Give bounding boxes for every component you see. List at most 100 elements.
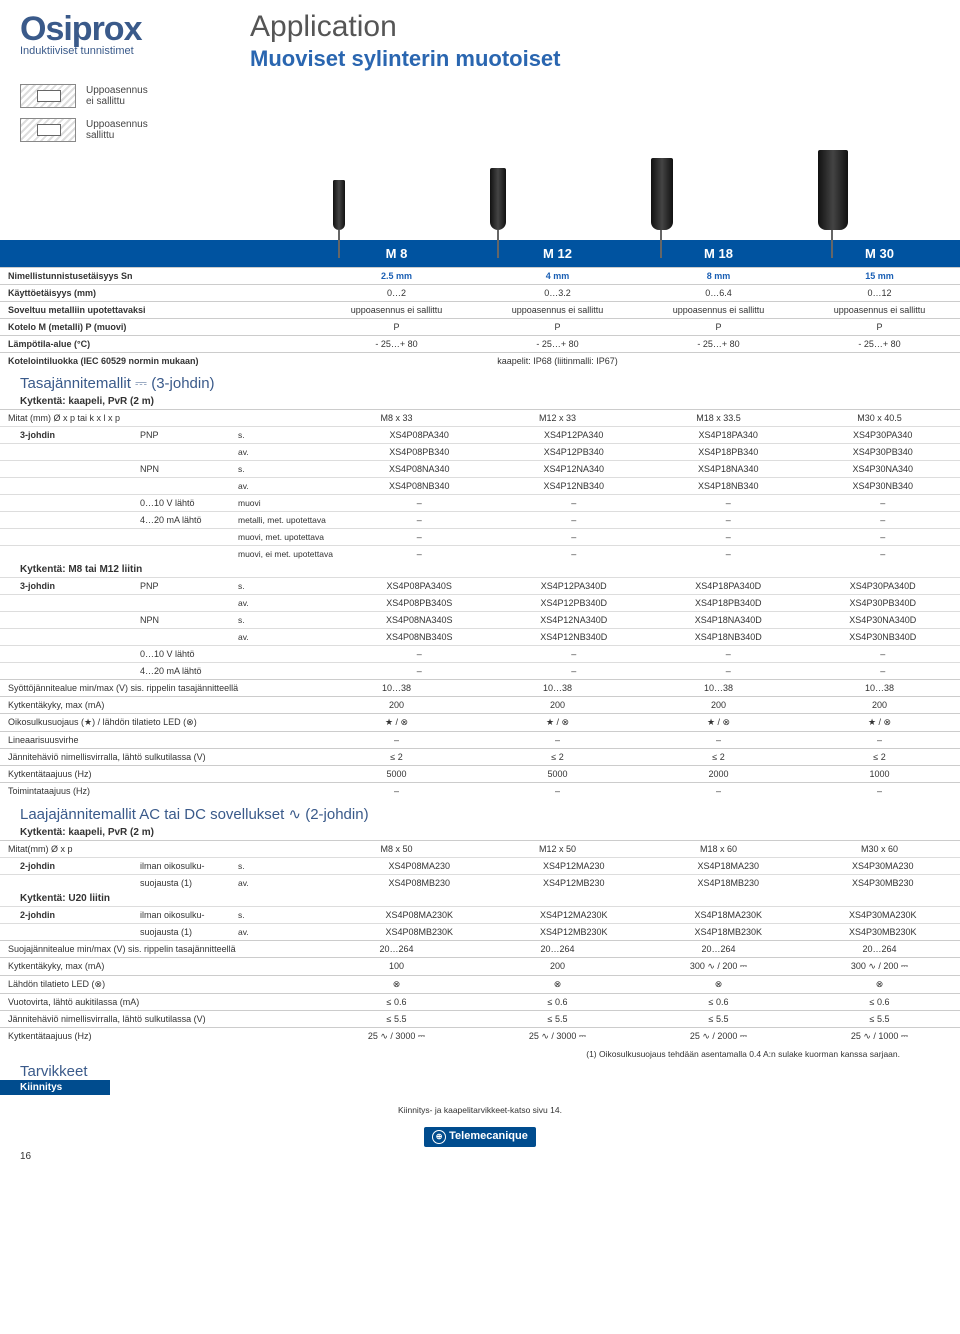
value-cell: XS4P12MA230K xyxy=(497,907,652,923)
value-cell: XS4P30MA230K xyxy=(806,907,960,923)
table-row: suojausta (1)av.XS4P08MB230KXS4P12MB230K… xyxy=(0,923,960,940)
footer-bar: ⊕Telemecanique xyxy=(0,1127,960,1147)
spec-cell: 8 mm xyxy=(638,268,799,284)
spec-cell: uppoasennus ei sallittu xyxy=(477,302,638,318)
param-cell: 20…264 xyxy=(799,941,960,957)
table-row: 2-johdinilman oikosulku-s.XS4P08MA230KXS… xyxy=(0,906,960,923)
value-cell: XS4P12PB340 xyxy=(497,444,652,460)
spec-cell: 2.5 mm xyxy=(316,268,477,284)
dims-cell: M18 x 33.5 xyxy=(638,410,799,426)
param-cell: 200 xyxy=(799,697,960,713)
param-cell: ≤ 2 xyxy=(638,749,799,765)
section2-title: Laajajännitemallit AC tai DC sovellukset… xyxy=(0,799,960,825)
install-label-2: Uppoasennus sallittu xyxy=(86,119,148,141)
param-cell: ⊗ xyxy=(477,976,638,993)
value-cell: XS4P18MB230 xyxy=(651,875,806,891)
table-row: av.XS4P08NB340SXS4P12NB340DXS4P18NB340DX… xyxy=(0,628,960,645)
param-cell: ★ / ⊗ xyxy=(316,714,477,731)
section2-params: Suojajännitealue min/max (V) sis. rippel… xyxy=(0,940,960,1045)
value-cell: XS4P30NB340 xyxy=(806,478,960,494)
tarvikkeet-title: Tarvikkeet xyxy=(20,1063,88,1080)
col-m8: M 8 xyxy=(316,240,477,267)
install-row-2: Uppoasennus sallittu xyxy=(0,112,960,146)
value-cell: XS4P30MA230 xyxy=(806,858,960,874)
param-cell: ≤ 2 xyxy=(799,749,960,765)
param-cell: 10…38 xyxy=(638,680,799,696)
value-cell: – xyxy=(806,646,960,662)
install-row-1: Uppoasennus ei sallittu xyxy=(0,78,960,112)
param-row: Jännitehäviö nimellisvirralla, lähtö sul… xyxy=(0,748,960,765)
col-head-row: M 8 M 12 M 18 M 30 xyxy=(0,240,960,267)
value-cell: XS4P12NA340 xyxy=(497,461,652,477)
value-cell: XS4P12PB340D xyxy=(497,595,652,611)
value-cell: XS4P08PA340 xyxy=(342,427,497,443)
param-cell: – xyxy=(799,783,960,799)
table-row: 2-johdinilman oikosulku-s.XS4P08MA230XS4… xyxy=(0,857,960,874)
dims-cell: M30 x 60 xyxy=(799,841,960,857)
param-cell: ≤ 5.5 xyxy=(638,1011,799,1027)
value-cell: – xyxy=(651,495,806,511)
value-cell: – xyxy=(497,646,652,662)
spec-row: Soveltuu metalliin upotettavaksiuppoasen… xyxy=(0,301,960,318)
param-cell: 20…264 xyxy=(316,941,477,957)
value-cell: – xyxy=(651,512,806,528)
param-row: Lähdön tilatieto LED (⊗)⊗⊗⊗⊗ xyxy=(0,975,960,993)
value-cell: XS4P18PA340 xyxy=(651,427,806,443)
section1-sub: Kytkentä: kaapeli, PvR (2 m) xyxy=(0,394,960,409)
footnote: (1) Oikosulkusuojaus tehdään asentamalla… xyxy=(0,1045,960,1063)
value-cell: – xyxy=(497,529,652,545)
value-cell: XS4P18PB340D xyxy=(651,595,806,611)
param-cell: – xyxy=(638,732,799,748)
spec-cell: - 25…+ 80 xyxy=(638,336,799,352)
dims2-row: Mitat(mm) Ø x pM8 x 50M12 x 50M18 x 60M3… xyxy=(0,840,960,857)
param-cell: ⊗ xyxy=(638,976,799,993)
param-cell: 200 xyxy=(316,697,477,713)
spec-cell: 0…2 xyxy=(316,285,477,301)
table-row: suojausta (1)av.XS4P08MB230XS4P12MB230XS… xyxy=(0,874,960,891)
value-cell: XS4P30NA340 xyxy=(806,461,960,477)
param-cell: – xyxy=(799,732,960,748)
table-row: muovi, met. upotettava–––– xyxy=(0,528,960,545)
table-row: 4…20 mA lähtö–––– xyxy=(0,662,960,679)
sensor-m12-icon xyxy=(490,168,506,230)
kiinnitys-note: Kiinnitys- ja kaapelitarvikkeet-katso si… xyxy=(0,1095,960,1119)
param-cell: 5000 xyxy=(316,766,477,782)
spec-cell: kaapelit: IP68 (liitinmalli: IP67) xyxy=(477,353,638,369)
value-cell: XS4P18PB340 xyxy=(651,444,806,460)
section1b-sub: Kytkentä: M8 tai M12 liitin xyxy=(0,562,960,577)
spec-cell: 4 mm xyxy=(477,268,638,284)
table-row: 0…10 V lähtömuovi–––– xyxy=(0,494,960,511)
value-cell: XS4P30PB340 xyxy=(806,444,960,460)
col-m12: M 12 xyxy=(477,240,638,267)
dims-cell: M30 x 40.5 xyxy=(799,410,960,426)
value-cell: XS4P12NB340D xyxy=(497,629,652,645)
param-cell: 200 xyxy=(477,697,638,713)
param-cell: – xyxy=(477,732,638,748)
value-cell: XS4P18MB230K xyxy=(651,924,806,940)
products-row xyxy=(0,146,960,240)
param-cell: – xyxy=(316,783,477,799)
param-cell: 5000 xyxy=(477,766,638,782)
value-cell: XS4P18NA340 xyxy=(651,461,806,477)
value-cell: – xyxy=(806,529,960,545)
section1-title: Tasajännitemallit ⎓ (3-johdin) xyxy=(0,369,960,394)
value-cell: XS4P12MA230 xyxy=(497,858,652,874)
param-cell: 25 ∿ / 2000 ⎓ xyxy=(638,1028,799,1045)
app-sub: Muoviset sylinterin muotoiset xyxy=(250,46,940,72)
dims-cell: M8 x 33 xyxy=(316,410,477,426)
param-cell: 1000 xyxy=(799,766,960,782)
param-row: Toimintataajuus (Hz)–––– xyxy=(0,782,960,799)
section1b-rows: 3-johdinPNPs.XS4P08PA340SXS4P12PA340DXS4… xyxy=(0,577,960,679)
param-row: Kytkentätaajuus (Hz)5000500020001000 xyxy=(0,765,960,782)
spec-cell: uppoasennus ei sallittu xyxy=(799,302,960,318)
sensor-m18-icon xyxy=(651,158,673,230)
value-cell: XS4P18MA230 xyxy=(651,858,806,874)
dims-row: Mitat (mm) Ø x p tai k x l x pM8 x 33M12… xyxy=(0,409,960,426)
param-row: Suojajännitealue min/max (V) sis. rippel… xyxy=(0,940,960,957)
param-cell: – xyxy=(477,783,638,799)
header: Osiprox Induktiiviset tunnistimet Applic… xyxy=(0,0,960,78)
table-row: 3-johdinPNPs.XS4P08PA340XS4P12PA340XS4P1… xyxy=(0,426,960,443)
section2-sub: Kytkentä: kaapeli, PvR (2 m) xyxy=(0,825,960,840)
value-cell: XS4P18PA340D xyxy=(651,578,806,594)
value-cell: XS4P18NA340D xyxy=(651,612,806,628)
